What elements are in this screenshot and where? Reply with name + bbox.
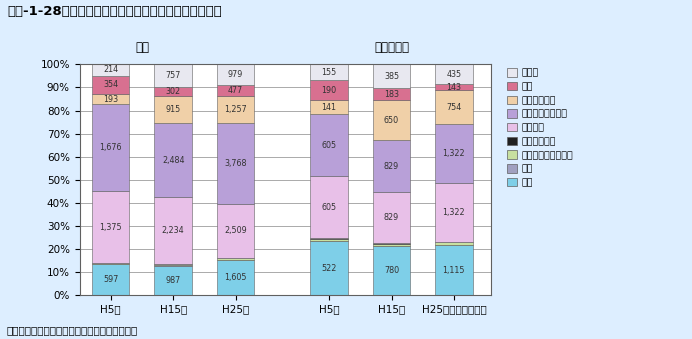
Text: 1,257: 1,257 [224,105,247,114]
Bar [154,123,192,197]
Bar [311,238,348,239]
Bar [311,239,348,241]
Text: 190: 190 [322,85,337,95]
Bar [154,96,192,123]
Bar [217,258,254,260]
Bar [435,84,473,90]
Bar [311,100,348,114]
Text: 1,322: 1,322 [443,208,465,217]
Text: 354: 354 [103,80,118,89]
Text: 理工農分野: 理工農分野 [374,41,409,54]
Text: 829: 829 [384,162,399,171]
Text: 597: 597 [103,275,118,284]
Bar [217,204,254,258]
Bar [217,85,254,96]
Bar [311,176,348,238]
Text: 全体: 全体 [135,41,149,54]
Bar [373,64,410,88]
Text: 979: 979 [228,71,243,79]
Text: 915: 915 [165,105,181,114]
Text: 3,768: 3,768 [224,159,247,168]
Text: 829: 829 [384,213,399,222]
Text: 650: 650 [384,116,399,124]
Bar [154,87,192,96]
Bar [92,104,129,191]
Bar [373,246,410,295]
Text: 1,115: 1,115 [443,265,465,275]
Bar [154,264,192,265]
Bar [217,260,254,295]
Bar [154,197,192,264]
Text: 193: 193 [103,95,118,103]
Text: 754: 754 [446,103,462,112]
Text: 435: 435 [446,69,462,79]
Bar [435,64,473,84]
Bar [154,64,192,87]
Bar [311,80,348,100]
Bar [435,124,473,183]
Legend: その他, 公務, 非営利的団体, 学術開発研究機関, 学校教育, 医療保健衛生, 運輸・情報通信業等, 建設, 製造: その他, 公務, 非営利的団体, 学術開発研究機関, 学校教育, 医療保健衛生,… [504,64,577,191]
Text: 302: 302 [165,87,181,96]
Bar [373,244,410,246]
Text: 477: 477 [228,86,243,95]
Bar [435,90,473,124]
Text: 2,234: 2,234 [162,226,185,235]
Text: 1,605: 1,605 [224,273,247,282]
Text: 987: 987 [165,276,181,285]
Bar [435,183,473,242]
Bar [435,245,473,295]
Bar [154,265,192,295]
Bar [92,191,129,263]
Text: 141: 141 [322,102,336,112]
Text: 資料：「学校基本調査」を基に文部科学省作成: 資料：「学校基本調査」を基に文部科学省作成 [7,326,138,336]
Text: 1,676: 1,676 [100,143,122,152]
Text: 1,375: 1,375 [100,223,122,232]
Bar [311,241,348,295]
Text: 757: 757 [165,71,181,80]
Text: 605: 605 [322,141,337,150]
Bar [217,64,254,85]
Text: 2,484: 2,484 [162,156,184,165]
Bar [373,192,410,243]
Bar [373,100,410,140]
Text: 780: 780 [384,266,399,275]
Bar [373,140,410,192]
Bar [373,243,410,244]
Text: 522: 522 [321,264,337,273]
Bar [92,64,129,76]
Bar [373,88,410,100]
Bar [311,64,348,80]
Text: 第１-1-28図／博士課程修了者の産業別就職者数の変化: 第１-1-28図／博士課程修了者の産業別就職者数の変化 [7,5,221,18]
Bar [92,264,129,295]
Text: 155: 155 [322,68,337,77]
Text: 2,509: 2,509 [224,226,247,235]
Bar [311,114,348,176]
Text: 385: 385 [384,72,399,81]
Text: 143: 143 [446,83,462,92]
Text: 1,322: 1,322 [443,149,465,158]
Text: 605: 605 [322,203,337,212]
Bar [92,76,129,94]
Bar [92,94,129,104]
Bar [92,263,129,264]
Text: 214: 214 [103,65,118,75]
Text: 183: 183 [384,89,399,99]
Bar [217,96,254,123]
Bar [217,123,254,204]
Bar [435,242,473,245]
